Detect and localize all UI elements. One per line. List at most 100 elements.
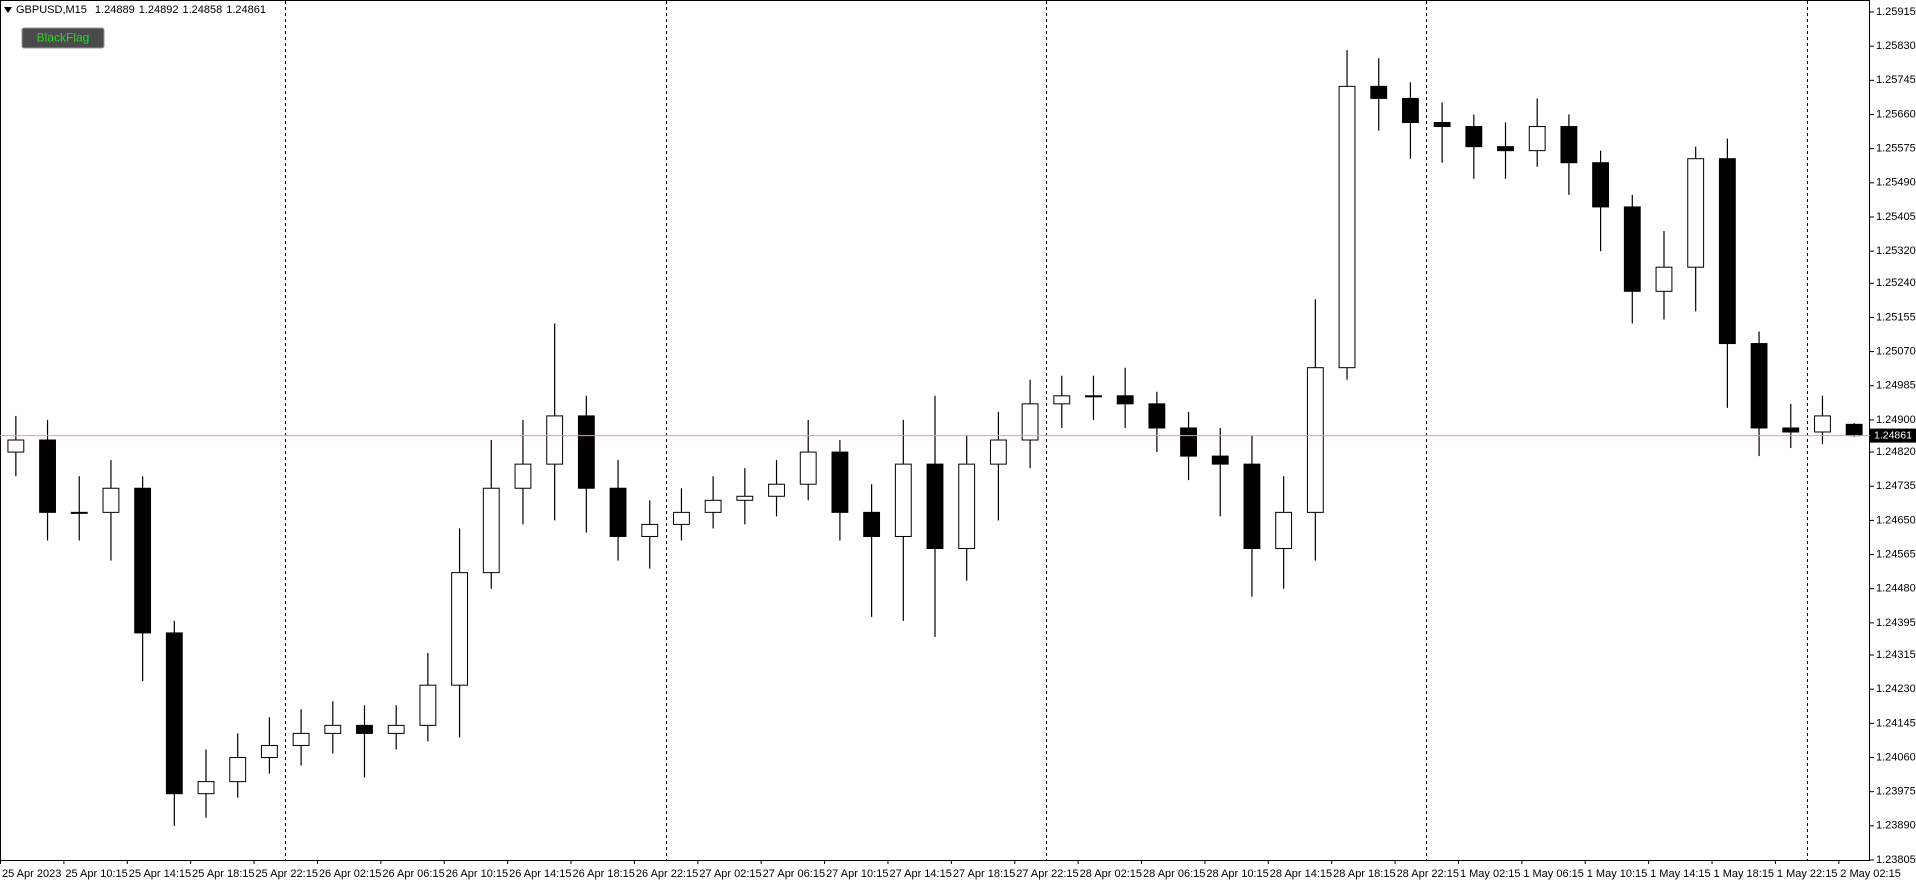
y-tick-label: 1.25830: [1876, 40, 1916, 52]
button-label[interactable]: BlackFlag: [37, 31, 90, 45]
candle-body: [1782, 427, 1800, 433]
candle-body: [324, 724, 342, 734]
x-tick-label: 25 Apr 2023: [2, 868, 61, 880]
candle-body: [1497, 146, 1514, 152]
y-tick-label: 1.24230: [1876, 683, 1916, 695]
candle-body: [134, 487, 152, 634]
y-tick-label: 1.24985: [1876, 380, 1916, 392]
plot-frame: [0, 0, 1870, 861]
header-high: 1.24892: [139, 4, 179, 16]
y-tick-label: 1.25240: [1876, 277, 1916, 289]
x-tick-label: 27 Apr 22:15: [1016, 868, 1078, 880]
candle-body: [546, 415, 564, 465]
y-tick-label: 1.25745: [1876, 74, 1916, 86]
candle-body: [229, 757, 247, 783]
candle-body: [1560, 126, 1578, 164]
candle-body: [1211, 455, 1229, 465]
candle-body: [197, 781, 215, 795]
y-tick-label: 1.25320: [1876, 245, 1916, 257]
menu-triangle[interactable]: [4, 7, 12, 13]
x-tick-label: 1 May 02:15: [1460, 868, 1521, 880]
x-tick-label: 26 Apr 06:15: [382, 868, 444, 880]
y-tick-label: 1.24315: [1876, 649, 1916, 661]
candle-body: [387, 724, 405, 734]
candle-body: [1275, 511, 1293, 550]
x-tick-label: 28 Apr 10:15: [1206, 868, 1268, 880]
symbol: GBPUSD,M15: [16, 4, 87, 16]
candle-body: [1433, 122, 1451, 128]
y-tick-label: 1.25915: [1876, 6, 1916, 18]
candle-body: [1528, 126, 1546, 152]
candle-body: [641, 523, 659, 537]
candle-body: [165, 632, 183, 795]
y-tick-label: 1.23805: [1876, 854, 1916, 866]
candle-body: [894, 463, 912, 537]
candle-body: [577, 415, 595, 489]
x-tick-label: 27 Apr 10:15: [826, 868, 888, 880]
candle-body: [1845, 423, 1863, 437]
x-tick-label: 28 Apr 22:15: [1397, 868, 1459, 880]
candle-body: [926, 463, 944, 550]
candle-body: [1750, 343, 1768, 429]
y-tick-label: 1.25575: [1876, 143, 1916, 155]
x-tick-label: 27 Apr 18:15: [953, 868, 1015, 880]
button-face[interactable]: [21, 27, 105, 49]
y-tick-label: 1.23975: [1876, 786, 1916, 798]
x-tick-label: 26 Apr 10:15: [446, 868, 508, 880]
candle-body: [1465, 126, 1483, 148]
candle-body: [736, 495, 754, 501]
y-tick-label: 1.24735: [1876, 480, 1916, 492]
candle-body: [1021, 403, 1039, 441]
candle-body: [102, 487, 120, 513]
x-tick-label: 25 Apr 22:15: [256, 868, 318, 880]
header-low: 1.24858: [182, 4, 222, 16]
y-tick-label: 1.24480: [1876, 583, 1916, 595]
candle-body: [799, 451, 817, 485]
candle-body: [609, 487, 627, 537]
blackflag-button[interactable]: BlackFlag: [21, 27, 105, 49]
x-tick-label: 1 May 06:15: [1523, 868, 1584, 880]
y-tick-label: 1.24395: [1876, 617, 1916, 629]
x-tick-label: 1 May 22:15: [1777, 868, 1838, 880]
y-tick-label: 1.23890: [1876, 820, 1916, 832]
candle-body: [1655, 266, 1673, 292]
candles: [7, 50, 1863, 826]
y-tick-label: 1.24820: [1876, 446, 1916, 458]
candle-body: [1718, 158, 1736, 345]
candle-body: [419, 684, 437, 726]
header-close: 1.24861: [226, 4, 266, 16]
x-tick-label: 27 Apr 06:15: [763, 868, 825, 880]
candle-body: [514, 463, 532, 489]
x-tick-label: 1 May 14:15: [1650, 868, 1711, 880]
x-tick-label: 25 Apr 18:15: [192, 868, 254, 880]
y-tick-label: 1.24145: [1876, 717, 1916, 729]
candle-body: [260, 744, 278, 759]
y-tick-label: 1.24060: [1876, 751, 1916, 763]
x-tick-label: 1 May 10:15: [1587, 868, 1648, 880]
x-tick-label: 26 Apr 18:15: [573, 868, 635, 880]
candle-body: [863, 511, 881, 537]
candle-body: [1243, 463, 1261, 550]
y-tick-label: 1.24565: [1876, 548, 1916, 560]
candle-body: [704, 499, 722, 513]
x-tick-label: 26 Apr 02:15: [319, 868, 381, 880]
price-label-box: [1870, 428, 1916, 443]
x-tick-label: 28 Apr 02:15: [1080, 868, 1142, 880]
x-tick-label: 27 Apr 14:15: [889, 868, 951, 880]
y-tick-label: 1.25155: [1876, 311, 1916, 323]
candle-body: [292, 732, 310, 746]
y-tick-label: 1.25490: [1876, 177, 1916, 189]
candle-body: [39, 439, 56, 513]
x-tick-label: 2 May 02:15: [1840, 868, 1901, 880]
y-tick-label: 1.25660: [1876, 108, 1916, 120]
y-tick-label: 1.25405: [1876, 211, 1916, 223]
candle-body: [1053, 395, 1071, 405]
x-tick-label: 26 Apr 14:15: [509, 868, 571, 880]
x-tick-label: 28 Apr 14:15: [1270, 868, 1332, 880]
candle-body: [831, 451, 849, 513]
candle-body: [1306, 367, 1324, 513]
candle-body: [1180, 427, 1197, 457]
